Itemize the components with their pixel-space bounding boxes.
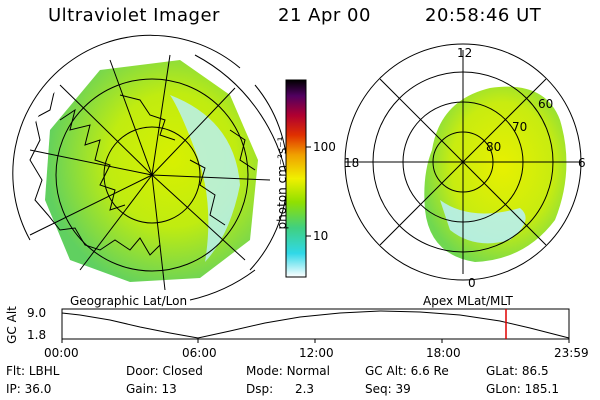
info-ip: IP: 36.0: [6, 382, 52, 396]
gc-alt-curve: [61, 310, 570, 339]
geographic-map: [12, 34, 291, 301]
info-gain: Gain: 13: [126, 382, 177, 396]
mlt-label-0: 0: [468, 276, 476, 290]
info-filter: Flt: LBHL: [6, 364, 60, 378]
info-mode: Mode: Normal: [246, 364, 330, 378]
info-dsp: Dsp: 2.3: [246, 382, 315, 396]
timeline-frame: [61, 308, 570, 340]
auroral-dim-region: [440, 200, 526, 244]
time-tick-0600: 06:00: [182, 346, 217, 360]
date-label: 21 Apr 00: [278, 5, 371, 26]
lat-circle-outer: [12, 34, 241, 241]
mlat-label-60: 60: [538, 97, 554, 111]
mlt-label-18: 18: [344, 156, 360, 170]
colorbar-unit-label: photon cm⁻²s⁻¹: [275, 136, 289, 230]
time-tick-1200: 12:00: [299, 346, 334, 360]
gc-alt-tick-min: 1.8: [27, 328, 47, 342]
coastline: [119, 94, 176, 141]
colorbar-ticks: [306, 146, 311, 237]
colorbar-tick-100: 100: [313, 140, 336, 154]
info-glat: GLat: 86.5: [486, 364, 549, 378]
time-tick-2359: 23:59: [554, 346, 589, 360]
mlt-spokes: [345, 50, 581, 274]
time-tick-0000: 00:00: [44, 346, 79, 360]
info-door: Door: Closed: [126, 364, 203, 378]
mlt-label-12: 12: [457, 46, 473, 60]
info-glon: GLon: 185.1: [486, 382, 559, 396]
gc-alt-tick-max: 9.0: [27, 306, 47, 320]
time-label: 20:58:46 UT: [425, 5, 542, 26]
info-seq: Seq: 39: [365, 382, 411, 396]
geographic-caption: Geographic Lat/Lon: [70, 294, 188, 308]
apex-caption: Apex MLat/MLT: [423, 294, 513, 308]
info-gc-alt: GC Alt: 6.6 Re: [365, 364, 449, 378]
apex-polar-plot: [344, 43, 582, 281]
colorbar: [285, 79, 307, 278]
lat-circle: [103, 126, 201, 224]
auroral-dim-region: [170, 95, 240, 262]
lat-circle: [55, 78, 249, 272]
mlat-label-70: 70: [512, 120, 528, 134]
gc-alt-timeline: [61, 308, 570, 343]
outer-arc: [189, 269, 256, 301]
timeline-ticks: [61, 339, 570, 343]
meridians: [29, 54, 271, 291]
instrument-title: Ultraviolet Imager: [48, 5, 220, 26]
coastline: [189, 159, 226, 226]
mlt-label-6: 6: [578, 156, 586, 170]
time-tick-1800: 18:00: [426, 346, 461, 360]
mlat-label-80: 80: [486, 140, 502, 154]
gc-alt-axis-label: GC Alt: [5, 306, 19, 344]
colorbar-tick-10: 10: [313, 229, 329, 243]
